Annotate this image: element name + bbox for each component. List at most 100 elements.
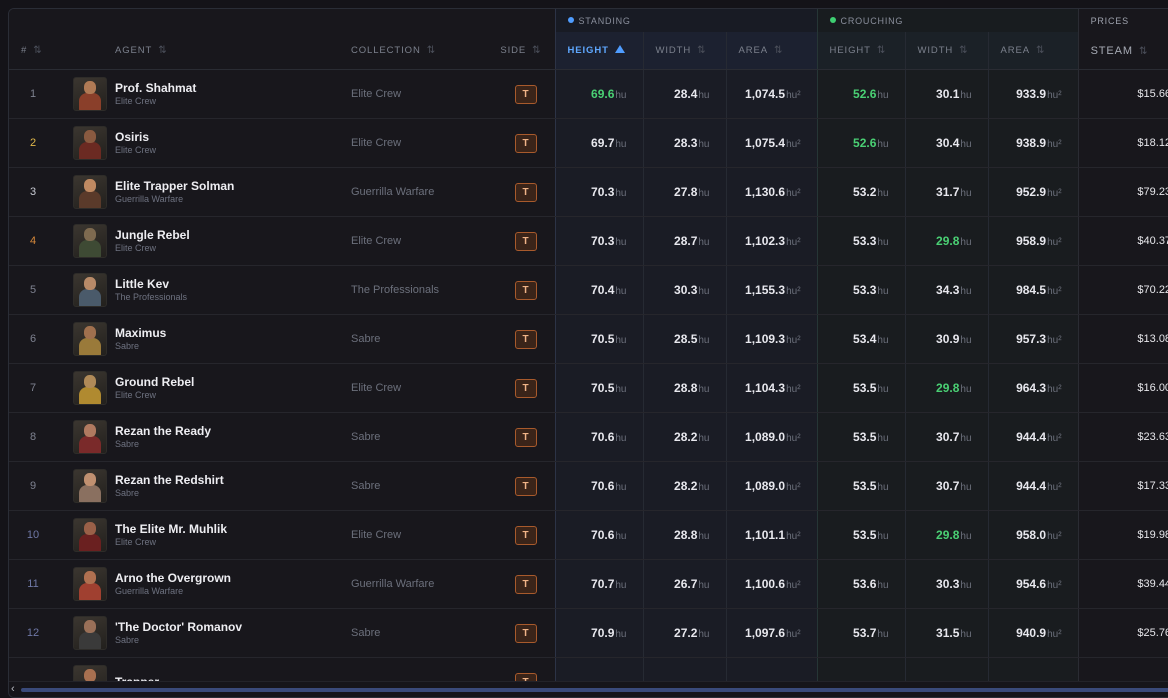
rank-value: 11 [27, 578, 38, 590]
col-header-crouching-width[interactable]: WIDTH⇅ [905, 32, 988, 70]
agent-name[interactable]: Osiris [115, 130, 339, 144]
standing-width-value: 27.2 [674, 626, 697, 640]
col-header-crouching-area[interactable]: AREA⇅ [988, 32, 1078, 70]
col-header-standing-width[interactable]: WIDTH⇅ [643, 32, 726, 70]
standing-area-cell: 1,109.3hu² [726, 315, 817, 364]
unit-label: hu [698, 384, 709, 395]
agent-name[interactable]: Ground Rebel [115, 375, 339, 389]
agent-name[interactable]: Little Kev [115, 277, 339, 291]
agent-avatar[interactable] [73, 77, 107, 111]
crouching-height-cell: 53.2hu [817, 168, 905, 217]
collection-cell: Sabre [339, 315, 471, 364]
scroll-left-icon[interactable]: ‹ [11, 682, 15, 696]
agent-avatar[interactable] [73, 567, 107, 601]
agent-name[interactable]: Jungle Rebel [115, 228, 339, 242]
agent-avatar[interactable] [73, 469, 107, 503]
col-header-side[interactable]: SIDE⇅ [471, 32, 555, 70]
col-header-standing-height[interactable]: HEIGHT [555, 32, 643, 70]
rank-cell: 11 [9, 560, 65, 609]
agent-avatar[interactable] [73, 273, 107, 307]
agent-name[interactable]: 'The Doctor' Romanov [115, 620, 339, 634]
agent-name[interactable]: Prof. Shahmat [115, 81, 339, 95]
steam-price: $16.00 [1137, 382, 1168, 394]
side-cell: T [471, 462, 555, 511]
col-header-steam[interactable]: STEAM⇅ [1078, 32, 1168, 70]
col-header-agent[interactable]: AGENT⇅ [115, 32, 339, 70]
agent-avatar[interactable] [73, 616, 107, 650]
steam-price-cell: $70.22 [1078, 266, 1168, 315]
agent-avatar[interactable] [73, 175, 107, 209]
unit-label: hu² [786, 188, 800, 199]
side-badge: T [515, 477, 537, 496]
crouching-area-value: 952.9 [1016, 185, 1046, 199]
agent-name[interactable]: Arno the Overgrown [115, 571, 339, 585]
agent-avatar[interactable] [73, 371, 107, 405]
unit-label: hu [877, 188, 888, 199]
agent-avatar[interactable] [73, 322, 107, 356]
agent-name[interactable]: Maximus [115, 326, 339, 340]
col-header-collection[interactable]: COLLECTION⇅ [339, 32, 471, 70]
unit-label: hu² [1047, 286, 1061, 297]
unit-label: hu [960, 335, 971, 346]
unit-label: hu² [1047, 629, 1061, 640]
agent-name[interactable]: Elite Trapper Solman [115, 179, 339, 193]
unit-label: hu [698, 580, 709, 591]
standing-area-value: 1,097.6 [745, 626, 785, 640]
unit-label: hu [877, 237, 888, 248]
unit-label: hu [698, 433, 709, 444]
agent-name[interactable]: Rezan the Ready [115, 424, 339, 438]
crouching-width-cell: 31.7hu [905, 168, 988, 217]
standing-height-value: 70.5 [591, 381, 614, 395]
col-header-standing-area[interactable]: AREA⇅ [726, 32, 817, 70]
scrollbar-thumb[interactable] [21, 688, 1168, 692]
agent-name[interactable]: Rezan the Redshirt [115, 473, 339, 487]
avatar-cell [65, 168, 115, 217]
col-s-width-label: WIDTH [656, 45, 692, 56]
col-header-crouching-height[interactable]: HEIGHT⇅ [817, 32, 905, 70]
crouching-height-value: 53.5 [853, 381, 876, 395]
agent-name[interactable]: The Elite Mr. Muhlik [115, 522, 339, 536]
collection-value: Sabre [351, 480, 380, 492]
rank-cell: 7 [9, 364, 65, 413]
col-c-height-label: HEIGHT [830, 45, 871, 56]
agent-faction: Sabre [115, 438, 339, 450]
avatar-cell [65, 462, 115, 511]
col-header-avatar [65, 32, 115, 70]
group-standing-label: STANDING [579, 16, 631, 26]
unit-label: hu [960, 237, 971, 248]
unit-label: hu [877, 384, 888, 395]
agent-avatar[interactable] [73, 126, 107, 160]
agents-table: STANDING CROUCHING PRICES #⇅ AGENT⇅ COLL… [9, 9, 1168, 698]
unit-label: hu² [786, 580, 800, 591]
agent-avatar[interactable] [73, 224, 107, 258]
col-header-rank[interactable]: #⇅ [9, 32, 65, 70]
crouching-height-value: 53.3 [853, 283, 876, 297]
horizontal-scrollbar[interactable]: ‹ [9, 681, 1168, 698]
agent-avatar[interactable] [73, 518, 107, 552]
agent-avatar[interactable] [73, 420, 107, 454]
